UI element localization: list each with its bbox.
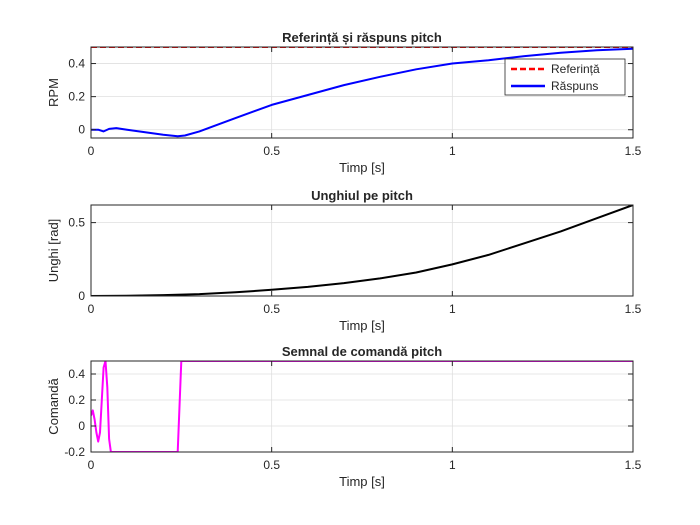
x-tick-label: 0 <box>88 302 95 316</box>
y-axis-label: Unghi [rad] <box>46 219 61 283</box>
x-tick-label: 1 <box>449 458 456 472</box>
x-axis-label: Timp [s] <box>339 160 385 175</box>
y-tick-label: 0.2 <box>68 393 85 407</box>
y-tick-label: 0 <box>78 123 85 137</box>
x-tick-label: 1.5 <box>625 302 642 316</box>
y-tick-label: 0.4 <box>68 367 85 381</box>
plot-area <box>91 361 633 452</box>
y-axis-label: Comandă <box>46 378 61 435</box>
series-line-2-0 <box>91 361 633 452</box>
x-axis-label: Timp [s] <box>339 318 385 333</box>
y-tick-label: 0 <box>78 289 85 303</box>
x-tick-label: 1.5 <box>625 144 642 158</box>
x-tick-label: 0.5 <box>263 302 280 316</box>
series-line-0-1 <box>91 47 633 138</box>
y-tick-label: 0.5 <box>68 216 85 230</box>
x-tick-label: 0.5 <box>263 144 280 158</box>
x-tick-label: 0 <box>88 144 95 158</box>
legend-box <box>504 58 626 96</box>
chart-title: Referință și răspuns pitch <box>282 30 442 45</box>
x-tick-label: 1 <box>449 144 456 158</box>
axes-box <box>90 360 634 453</box>
axes-box <box>90 204 634 297</box>
legend: Referință Răspuns <box>504 58 626 96</box>
series-group <box>91 361 633 452</box>
y-tick-label: 0.2 <box>68 90 85 104</box>
legend-label: Răspuns <box>551 79 598 93</box>
legend-label: Referință <box>551 62 600 76</box>
y-tick-label: -0.2 <box>64 445 85 459</box>
axes-reference-response: 0 0.5 1 1.5 0 0.2 0.4 Referință și răspuns pitc… <box>46 30 642 175</box>
x-tick-label: 1 <box>449 302 456 316</box>
series-group <box>91 47 633 138</box>
axes-box <box>90 46 634 139</box>
axes-pitch-angle: 0 0.5 1 1.5 0 0.5 Unghiul pe pitch Timp [s] Ungh… <box>46 188 642 333</box>
series-group <box>91 205 633 296</box>
x-axis-label: Timp [s] <box>339 474 385 489</box>
y-tick-label: 0 <box>78 419 85 433</box>
y-tick-label: 0.4 <box>68 57 85 71</box>
series-line-1-0 <box>91 205 633 296</box>
chart-title: Unghiul pe pitch <box>311 188 413 203</box>
plot-area <box>91 205 633 296</box>
chart-title: Semnal de comandă pitch <box>282 344 442 359</box>
x-tick-label: 1.5 <box>625 458 642 472</box>
x-tick-label: 0.5 <box>263 458 280 472</box>
y-axis-label: RPM <box>46 78 61 107</box>
x-tick-label: 0 <box>88 458 95 472</box>
